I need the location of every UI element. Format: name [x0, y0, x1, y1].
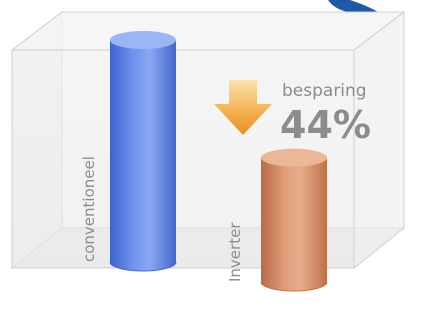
bar-label-conventioneel: conventioneel	[80, 156, 98, 262]
bar-conventioneel	[109, 31, 177, 272]
bar-body	[261, 157, 327, 291]
logo-fragment	[328, 0, 378, 14]
bar-top	[261, 148, 327, 167]
bar-label-inverter: Inverter	[226, 222, 244, 282]
box-right-panel	[353, 10, 405, 270]
bar-inverter	[260, 148, 328, 292]
bar-base-rim	[260, 281, 328, 292]
savings-annotation: besparing 44%	[214, 80, 371, 147]
savings-value: 44%	[280, 103, 371, 147]
savings-caption: besparing	[282, 81, 367, 101]
box-top-panel	[10, 11, 406, 51]
bars-layer: conventioneel Inverter	[80, 31, 328, 292]
bar-top	[110, 31, 176, 49]
bar-base-rim	[109, 261, 177, 272]
bar-body	[110, 40, 176, 271]
down-arrow-icon	[214, 80, 272, 135]
